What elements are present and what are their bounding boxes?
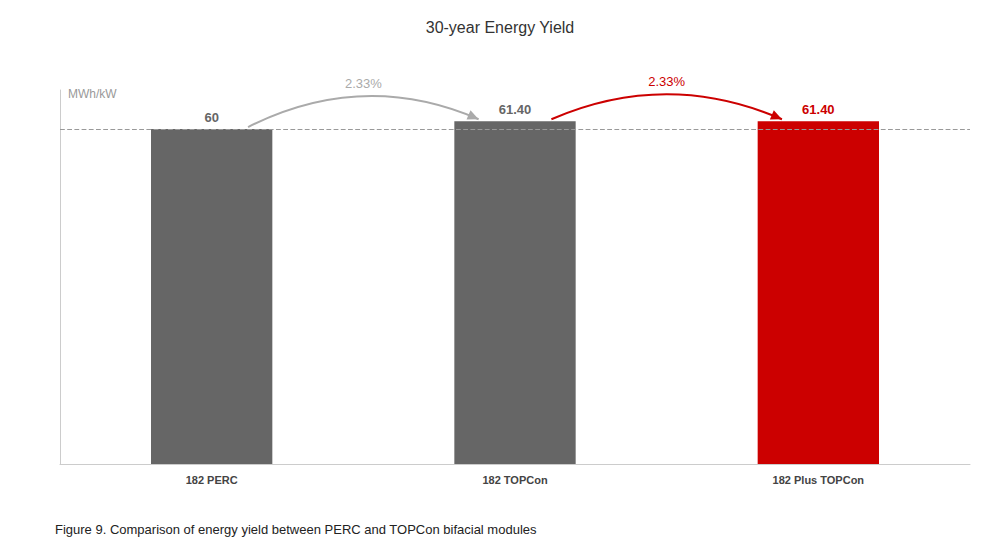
- svg-text:MWh/kW: MWh/kW: [68, 87, 117, 101]
- svg-text:60: 60: [204, 110, 218, 125]
- svg-text:2.33%: 2.33%: [648, 74, 685, 89]
- svg-text:182 TOPCon: 182 TOPCon: [482, 474, 547, 486]
- svg-text:Figure 9. Comparison of energy: Figure 9. Comparison of energy yield bet…: [55, 522, 537, 537]
- svg-text:61.40: 61.40: [802, 102, 835, 117]
- svg-text:182 PERC: 182 PERC: [186, 474, 238, 486]
- svg-text:30-year Energy Yield: 30-year Energy Yield: [426, 19, 575, 36]
- svg-text:2.33%: 2.33%: [345, 76, 382, 91]
- svg-text:182 Plus TOPCon: 182 Plus TOPCon: [773, 474, 865, 486]
- svg-text:61.40: 61.40: [499, 102, 532, 117]
